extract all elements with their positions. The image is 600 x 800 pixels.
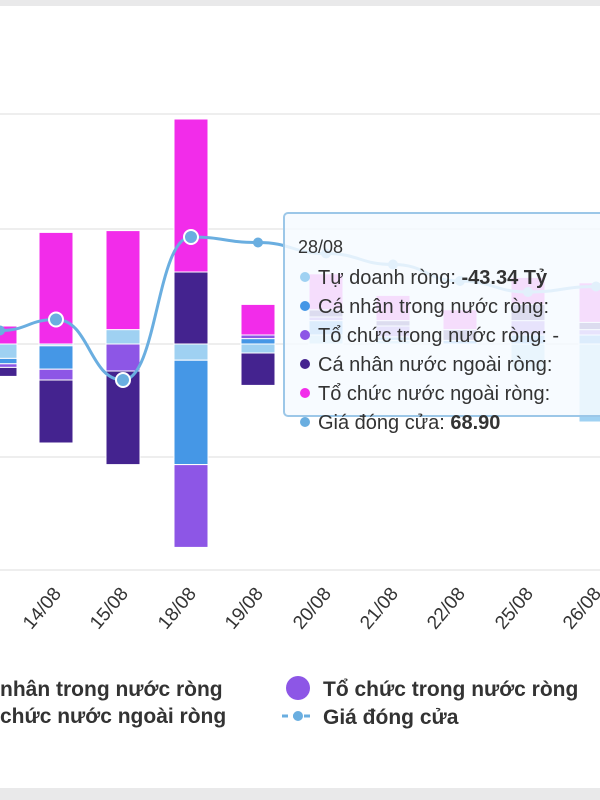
x-tick-label: 25/08 — [491, 584, 538, 634]
x-tick-label: 20/08 — [289, 584, 336, 634]
bar-segment[interactable] — [173, 343, 209, 361]
x-tick-label: 26/08 — [559, 584, 600, 634]
bar-segment[interactable] — [240, 343, 276, 354]
bar-segment[interactable] — [105, 343, 141, 372]
legend[interactable]: nhân trong nước ròng Tổ chức trong nước … — [0, 676, 578, 729]
legend-item-ca-nhan-trong-nuoc[interactable]: nhân trong nước ròng — [0, 678, 223, 701]
tooltip: 28/08 Tự doanh ròng: -43.34 Tỷ Cá nhân tr… — [283, 212, 600, 434]
bar-segment[interactable] — [105, 230, 141, 331]
x-axis-ticks: 14/08 15/08 18/08 19/08 20/08 21/08 22/08 25/08… — [19, 584, 600, 634]
tooltip-row: Cá nhân nước ngoài ròng: — [318, 354, 552, 376]
price-point[interactable] — [253, 237, 263, 248]
tooltip-row: Tổ chức nước ngoài ròng: — [318, 383, 550, 405]
bar-segment[interactable] — [38, 345, 74, 370]
tooltip-marker — [300, 359, 310, 369]
x-tick-label: 22/08 — [423, 584, 470, 634]
bar-segment[interactable] — [0, 363, 18, 368]
price-point[interactable] — [0, 325, 5, 336]
chart-card: 14/08 15/08 18/08 19/08 20/08 21/08 22/08 25/08… — [0, 6, 600, 788]
tooltip-row: Cá nhân trong nước ròng: — [318, 296, 549, 318]
bar-segment[interactable] — [38, 379, 74, 444]
tooltip-row: Tổ chức trong nước ròng: - — [318, 325, 559, 347]
trading-chart: 14/08 15/08 18/08 19/08 20/08 21/08 22/08 25/08… — [0, 113, 600, 729]
tooltip-rows: Tự doanh ròng: -43.34 Tỷ Cá nhân trong nư… — [300, 267, 559, 434]
tooltip-marker — [300, 272, 310, 282]
tooltip-marker — [300, 301, 310, 311]
tooltip-box — [283, 212, 600, 417]
bar-segment[interactable] — [105, 329, 141, 345]
bar-segment[interactable] — [240, 352, 276, 386]
legend-symbol-to-chuc-trong-nuoc[interactable] — [286, 676, 310, 700]
x-tick-label: 15/08 — [86, 584, 133, 634]
bar-segment[interactable] — [173, 118, 209, 273]
bar-segment[interactable] — [0, 343, 18, 359]
legend-symbol-gia-dong-cua-dot[interactable] — [293, 711, 303, 721]
legend-item-to-chuc-trong-nuoc[interactable]: Tổ chức trong nước ròng — [323, 678, 578, 701]
x-tick-label: 14/08 — [19, 584, 66, 634]
bar-segment[interactable] — [38, 368, 74, 381]
legend-item-to-chuc-nuoc-ngoai[interactable]: chức nước ngoài ròng — [0, 705, 226, 728]
tooltip-marker — [300, 388, 310, 398]
x-tick-label: 18/08 — [154, 584, 201, 634]
legend-item-gia-dong-cua[interactable]: Giá đóng cửa — [323, 706, 459, 729]
bar-segment[interactable] — [240, 303, 276, 336]
tooltip-date: 28/08 — [298, 237, 343, 257]
bar-segment[interactable] — [0, 366, 18, 377]
price-point[interactable] — [183, 229, 199, 245]
x-tick-label: 21/08 — [356, 584, 403, 634]
tooltip-marker — [300, 330, 310, 340]
tooltip-marker — [300, 417, 310, 427]
bar-segment[interactable] — [173, 464, 209, 548]
tooltip-row: Tự doanh ròng: -43.34 Tỷ — [318, 267, 548, 289]
bar-segment[interactable] — [0, 357, 18, 365]
bar-segment[interactable] — [240, 338, 276, 345]
bar-segment[interactable] — [173, 359, 209, 466]
bar-segment[interactable] — [240, 334, 276, 340]
price-point[interactable] — [115, 372, 131, 388]
price-point[interactable] — [48, 311, 64, 328]
bar-segment[interactable] — [173, 271, 209, 345]
tooltip-row: Giá đóng cửa: 68.90 — [318, 412, 500, 434]
x-tick-label: 19/08 — [221, 584, 268, 634]
